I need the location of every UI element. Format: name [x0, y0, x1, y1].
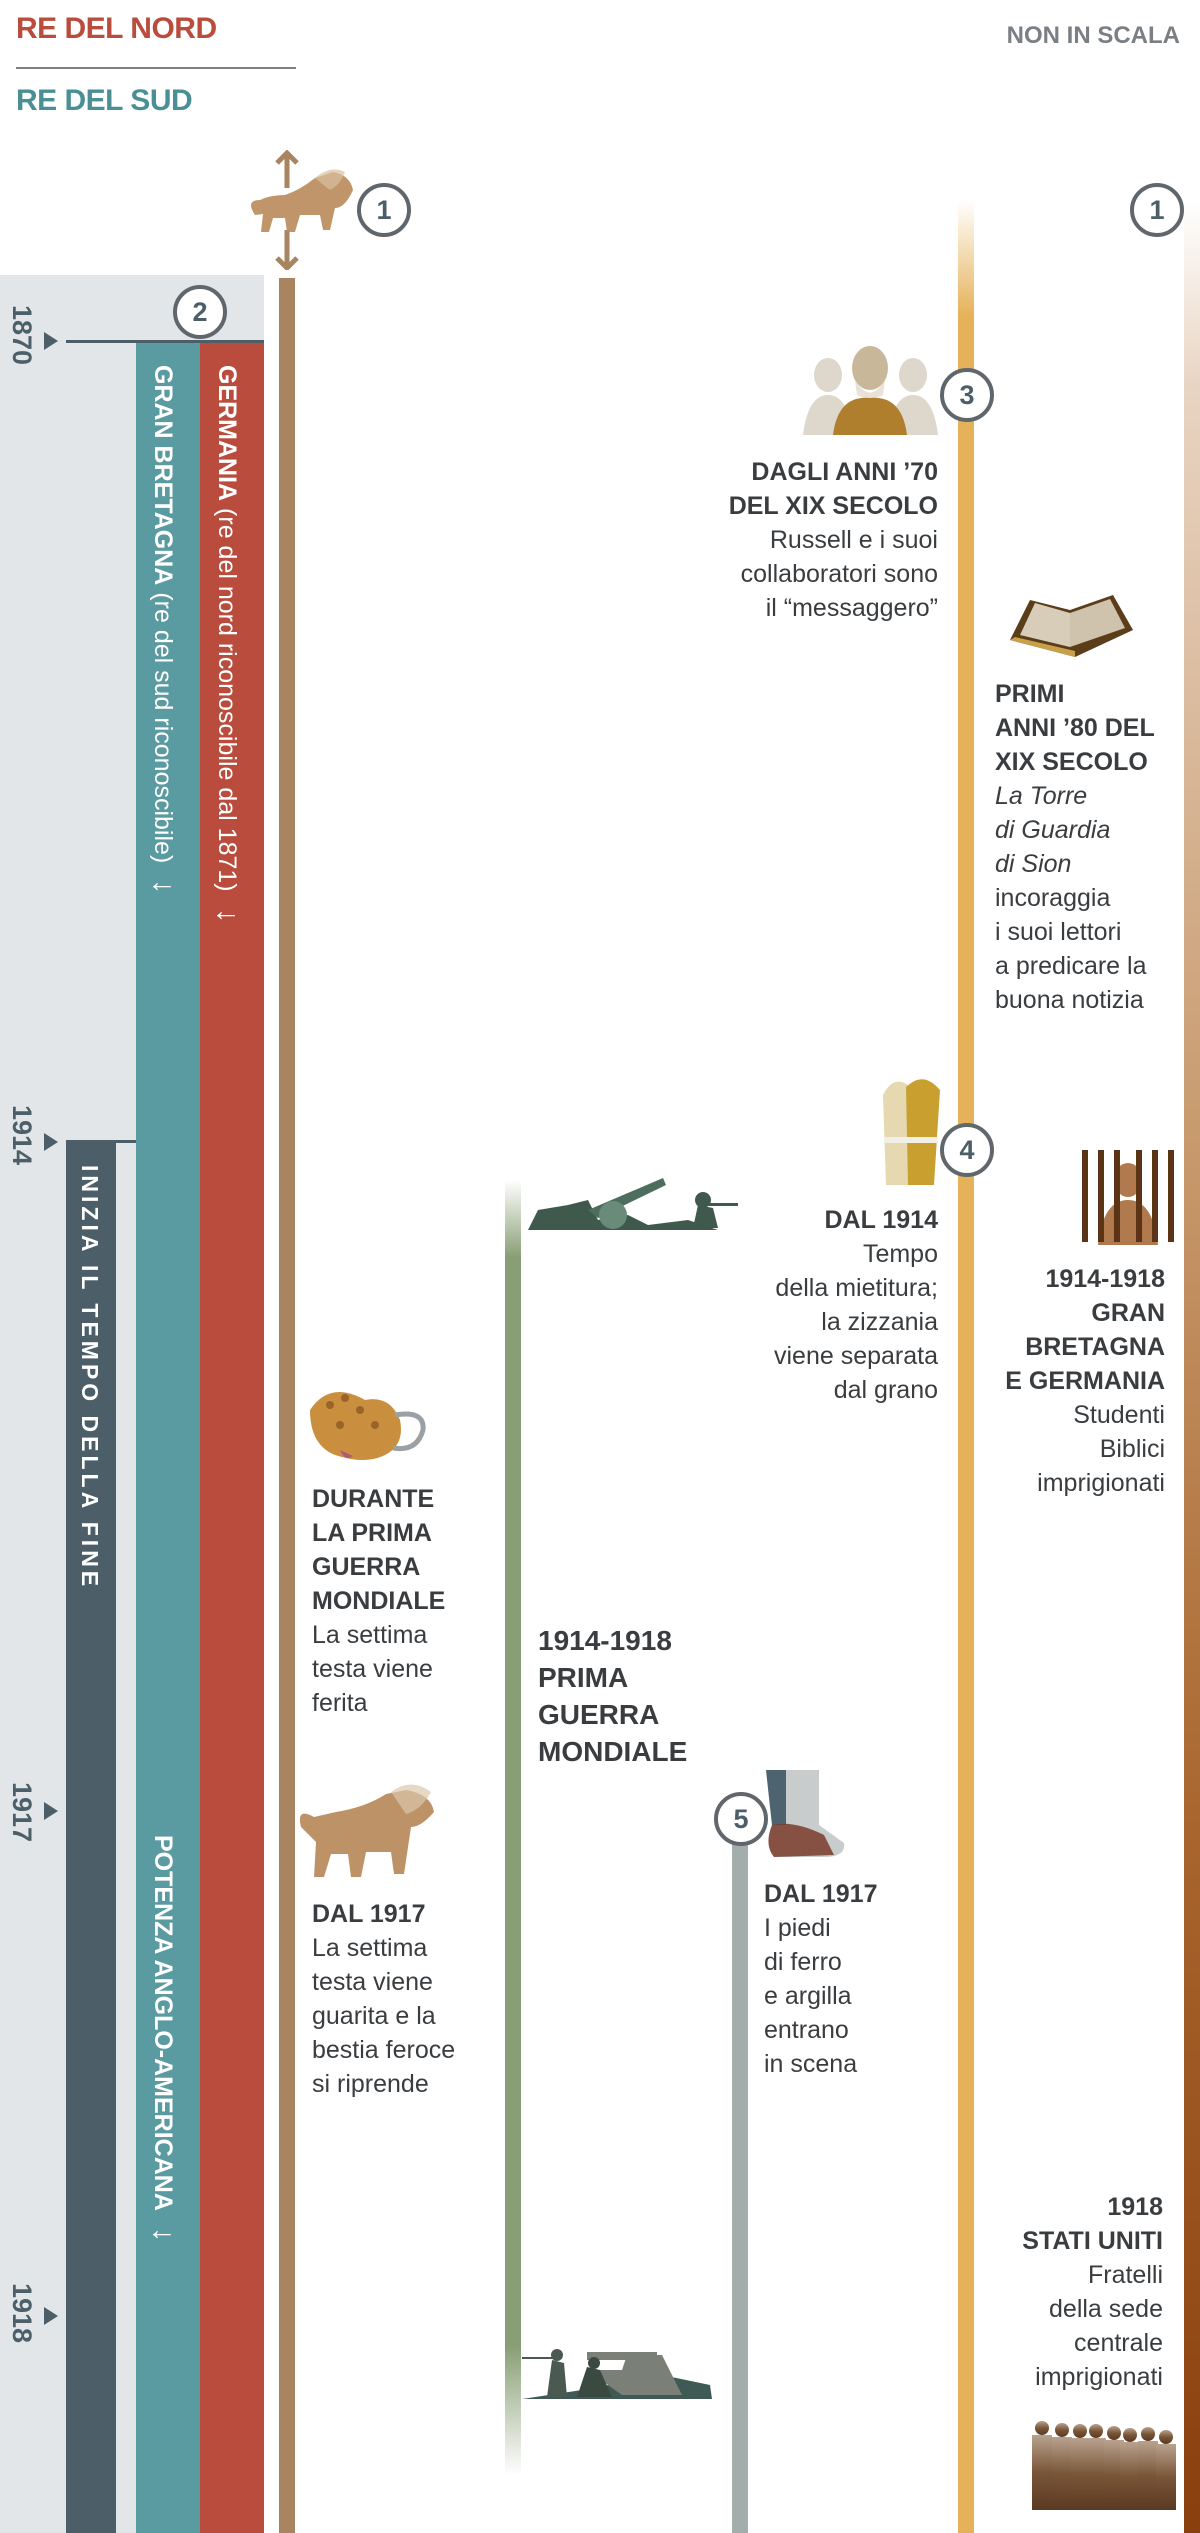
event-imprisoned-1914-1918: 1914-1918 GRAN BRETAGNA E GERMANIA Stude… — [1005, 1265, 1165, 1497]
wild-beast-icon — [251, 150, 353, 270]
event-usa-1918: 1918 STATI UNITI Fratelli della sede cen… — [1022, 2193, 1163, 2391]
marker-line-1870 — [66, 340, 264, 343]
messenger-timeline — [958, 200, 974, 2533]
anglo-american-label: POTENZA ANGLO-AMERICANA↓ — [147, 1835, 180, 2242]
legend-divider — [16, 67, 296, 69]
event-harvest: DAL 1914 Tempo della mietitura; la zizza… — [773, 1206, 938, 1404]
germany-label: GERMANIA (re del nord riconoscibile dal … — [211, 365, 244, 923]
wild-beast-timeline — [279, 278, 295, 2533]
event-messenger: DAGLI ANNI ’70 DEL XIX SECOLO Russell e … — [728, 458, 938, 622]
arrow-down-icon: ↓ — [147, 879, 180, 895]
triangle-marker-icon — [44, 2307, 58, 2325]
marker-3: 3 — [940, 368, 994, 422]
marker-line-1914 — [66, 1140, 136, 1143]
wounded-beast-head-icon — [310, 1392, 426, 1460]
feet-timeline — [732, 1838, 748, 2533]
marker-4: 4 — [940, 1123, 994, 1177]
triangle-marker-icon — [44, 1802, 58, 1820]
world-war-timeline — [505, 1180, 521, 2475]
britain-label: GRAN BRETAGNA (re del sud riconoscibile)… — [147, 365, 180, 895]
iron-clay-feet-icon — [766, 1770, 845, 1857]
legend-king-of-south: RE DEL SUD — [16, 84, 193, 117]
year-1918: 1918 — [7, 2283, 37, 2344]
year-1914: 1914 — [7, 1105, 37, 1166]
marker-1-right: 1 — [1130, 183, 1184, 237]
britain-bar — [136, 343, 200, 2533]
event-head-wounded: DURANTE LA PRIMA GUERRA MONDIALE La sett… — [312, 1485, 446, 1717]
time-of-end-bar — [66, 1142, 116, 2533]
soldiers-artillery-icon — [528, 1178, 738, 1230]
triangle-marker-icon — [44, 332, 58, 350]
healed-wild-beast-icon — [299, 1784, 434, 1877]
triangle-marker-icon — [44, 1133, 58, 1151]
germany-bar — [200, 343, 264, 2533]
soldiers-tank-icon — [522, 2349, 712, 2399]
year-1917: 1917 — [7, 1782, 37, 1843]
russell-portrait-icon — [803, 346, 938, 435]
year-1870: 1870 — [7, 305, 37, 366]
imprisoned-brothers-group-icon — [1032, 2421, 1176, 2510]
not-to-scale-note: NON IN SCALA — [1006, 22, 1180, 49]
event-feet-of-iron-and-clay: DAL 1917 I piedi di ferro e argilla entr… — [764, 1880, 878, 2078]
marker-5: 5 — [714, 1792, 768, 1846]
wheat-sheaves-icon — [883, 1079, 940, 1185]
prisoner-behind-bars-icon — [1082, 1150, 1174, 1245]
marker-1: 1 — [357, 183, 411, 237]
marker-2: 2 — [173, 285, 227, 339]
time-of-end-label: INIZIA IL TEMPO DELLA FINE — [77, 1165, 103, 1591]
arrow-down-icon: ↓ — [211, 907, 244, 923]
legend-king-of-north: RE DEL NORD — [16, 12, 217, 45]
event-world-war-1: 1914-1918 PRIMA GUERRA MONDIALE — [538, 1625, 688, 1767]
event-watchtower: PRIMI ANNI ’80 DEL XIX SECOLO La Torre d… — [995, 680, 1155, 1014]
event-head-healed: DAL 1917 La settima testa viene guarita … — [312, 1900, 456, 2098]
persecution-timeline — [1184, 200, 1200, 2533]
arrow-down-icon: ↓ — [147, 2226, 180, 2242]
open-book-icon — [1010, 595, 1133, 657]
